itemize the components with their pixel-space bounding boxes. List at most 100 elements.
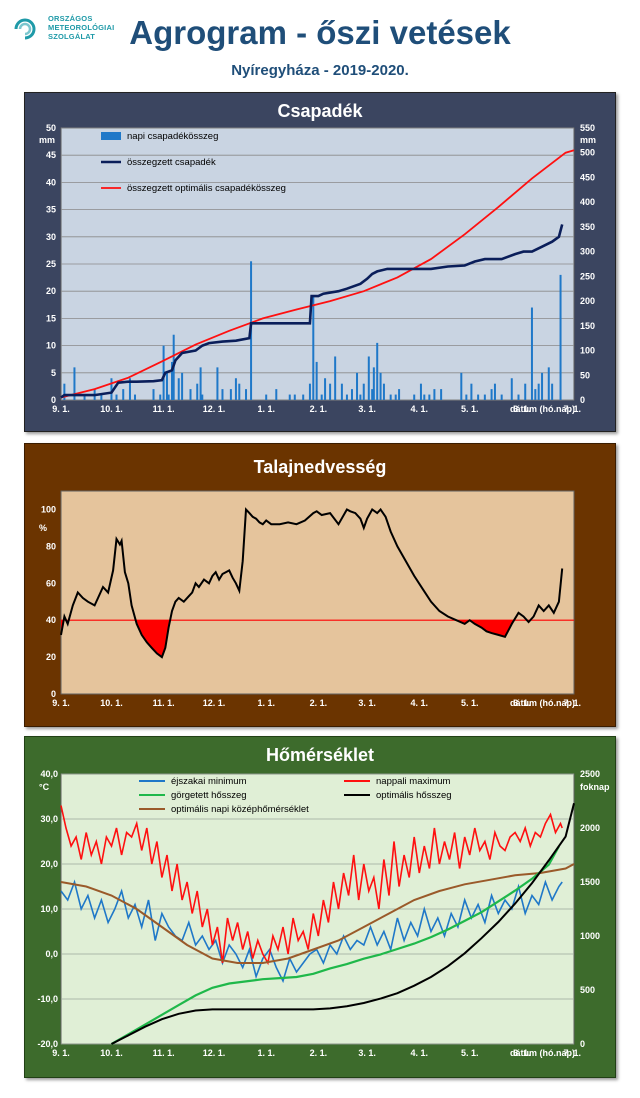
y-axis-label: °C bbox=[39, 782, 50, 792]
logo: ORSZÁGOS METEOROLÓGIAI SZOLGÁLAT bbox=[10, 14, 160, 54]
precipitation-bar bbox=[394, 394, 397, 400]
x-tick-label: 1. 1. bbox=[257, 404, 275, 414]
x-tick-label: 9. 1. bbox=[52, 404, 70, 414]
x-tick-label: 2. 1. bbox=[310, 698, 328, 708]
y-tick-label: 0 bbox=[51, 689, 56, 699]
legend-label: nappali maximum bbox=[376, 776, 451, 787]
y-tick-label: 10 bbox=[46, 341, 56, 351]
y-tick-label: -10,0 bbox=[37, 994, 58, 1004]
precipitation-bar bbox=[216, 367, 219, 400]
x-tick-label: 2. 1. bbox=[310, 404, 328, 414]
x-axis-label: dátum (hó.nap) bbox=[510, 1048, 575, 1058]
y-tick-label: 20,0 bbox=[40, 859, 58, 869]
x-tick-label: 7. 1. bbox=[564, 404, 582, 414]
legend-label: összegzett optimális csapadékösszeg bbox=[127, 183, 286, 194]
x-tick-label: 12. 1. bbox=[203, 1048, 226, 1058]
y2-tick-label: 250 bbox=[580, 271, 595, 281]
y2-tick-label: 400 bbox=[580, 197, 595, 207]
precipitation-bar bbox=[541, 372, 544, 400]
temperature-chart: Hőmérséklet 9. 1. 10. 1. 11. 1. 12. 1. 1. 1. 2… bbox=[37, 745, 610, 1058]
y-tick-label: 20 bbox=[46, 652, 56, 662]
precipitation-bar bbox=[315, 361, 318, 400]
precipitation-bar bbox=[534, 389, 537, 400]
precipitation-bar bbox=[238, 383, 241, 400]
deficit-area bbox=[61, 620, 64, 635]
night-min-line bbox=[60, 879, 563, 984]
precipitation-bar bbox=[483, 394, 486, 400]
precipitation-bar bbox=[234, 378, 237, 400]
deficit-area bbox=[469, 620, 514, 637]
precipitation-bar bbox=[389, 394, 392, 400]
precipitation-bar bbox=[63, 383, 66, 400]
precipitation-bar bbox=[362, 383, 365, 400]
day-max-line bbox=[60, 805, 563, 966]
chart-title: Talajnedvesség bbox=[254, 457, 387, 477]
y-axis-label: mm bbox=[39, 135, 55, 145]
x-tick-label: 10. 1. bbox=[100, 698, 123, 708]
plot-area bbox=[60, 490, 575, 695]
precipitation-bar bbox=[324, 378, 327, 400]
x-tick-label: 12. 1. bbox=[203, 698, 226, 708]
x-tick-label: 11. 1. bbox=[153, 698, 175, 708]
precipitation-bar bbox=[465, 394, 468, 400]
x-tick-label: 6. 1. bbox=[513, 1048, 531, 1058]
y2-tick-label: 1000 bbox=[580, 931, 600, 941]
x-tick-label: 3. 1. bbox=[358, 1048, 376, 1058]
precipitation-panel: Csapadék 9. 1. 10. 1. 11. 1. 12. 1. 1. 1. 2. 1… bbox=[24, 92, 616, 432]
x-tick-label: 7. 1. bbox=[564, 698, 582, 708]
legend-label: optimális napi középhőmérséklet bbox=[171, 804, 309, 815]
y2-tick-label: 50 bbox=[580, 370, 590, 380]
soil-moisture-line bbox=[60, 507, 564, 659]
x-tick-label: 4. 1. bbox=[411, 404, 429, 414]
y2-tick-label: 0 bbox=[580, 1039, 585, 1049]
precipitation-bar bbox=[162, 345, 165, 400]
precipitation-bar bbox=[181, 372, 184, 400]
precipitation-bar bbox=[413, 394, 416, 400]
x-tick-label: 1. 1. bbox=[257, 698, 275, 708]
precipitation-bar bbox=[122, 389, 125, 400]
optimal-cumulative-line bbox=[60, 149, 575, 399]
x-axis-label: dátum (hó.nap) bbox=[510, 698, 575, 708]
logo-line: METEOROLÓGIAI bbox=[48, 23, 115, 32]
precipitation-bar bbox=[490, 389, 493, 400]
precipitation-bar bbox=[440, 389, 443, 400]
logo-line: ORSZÁGOS bbox=[48, 14, 93, 23]
precipitation-bar bbox=[110, 378, 113, 400]
temperature-panel: Hőmérséklet 9. 1. 10. 1. 11. 1. 12. 1. 1. 1. 2… bbox=[24, 736, 616, 1078]
precipitation-bar bbox=[196, 383, 199, 400]
y2-tick-label: 0 bbox=[580, 395, 585, 405]
y-tick-label: 10,0 bbox=[40, 904, 58, 914]
y2-tick-label: 500 bbox=[580, 985, 595, 995]
precipitation-bar bbox=[376, 342, 379, 400]
y-tick-label: 30 bbox=[46, 232, 56, 242]
y-tick-label: 50 bbox=[46, 123, 56, 133]
y-tick-label: -20,0 bbox=[37, 1039, 58, 1049]
y2-tick-label: 450 bbox=[580, 172, 595, 182]
precipitation-bar bbox=[530, 307, 533, 400]
legend-label: összegzett csapadék bbox=[127, 157, 216, 168]
x-tick-label: 5. 1. bbox=[461, 1048, 479, 1058]
precipitation-bar bbox=[229, 389, 232, 400]
precipitation-bar bbox=[177, 378, 180, 400]
y-axis-label: % bbox=[39, 523, 47, 533]
precipitation-bar bbox=[312, 296, 315, 400]
precipitation-bar bbox=[559, 274, 562, 400]
precipitation-bar bbox=[524, 383, 527, 400]
precipitation-bar bbox=[320, 394, 323, 400]
precipitation-bar bbox=[470, 383, 473, 400]
met-service-logo-icon bbox=[14, 18, 36, 40]
optimal-heat-sum-line bbox=[111, 802, 575, 1045]
precipitation-bar bbox=[419, 383, 422, 400]
page-title: Agrogram - őszi vetések bbox=[129, 14, 511, 51]
y2-tick-label: 2500 bbox=[580, 769, 600, 779]
precipitation-bar bbox=[372, 367, 375, 400]
precipitation-bar bbox=[265, 394, 268, 400]
x-tick-label: 4. 1. bbox=[411, 1048, 429, 1058]
soil-moisture-chart: Talajnedvesség 9. 1. 10. 1. 11. 1. 12. 1. 1. … bbox=[39, 457, 582, 708]
legend-label: napi csapadékösszeg bbox=[127, 131, 218, 142]
y2-axis-label: foknap bbox=[580, 782, 610, 792]
precipitation-bar bbox=[288, 394, 291, 400]
x-tick-label: 7. 1. bbox=[564, 1048, 582, 1058]
precipitation-bar bbox=[356, 372, 359, 400]
precipitation-bar bbox=[165, 372, 168, 400]
